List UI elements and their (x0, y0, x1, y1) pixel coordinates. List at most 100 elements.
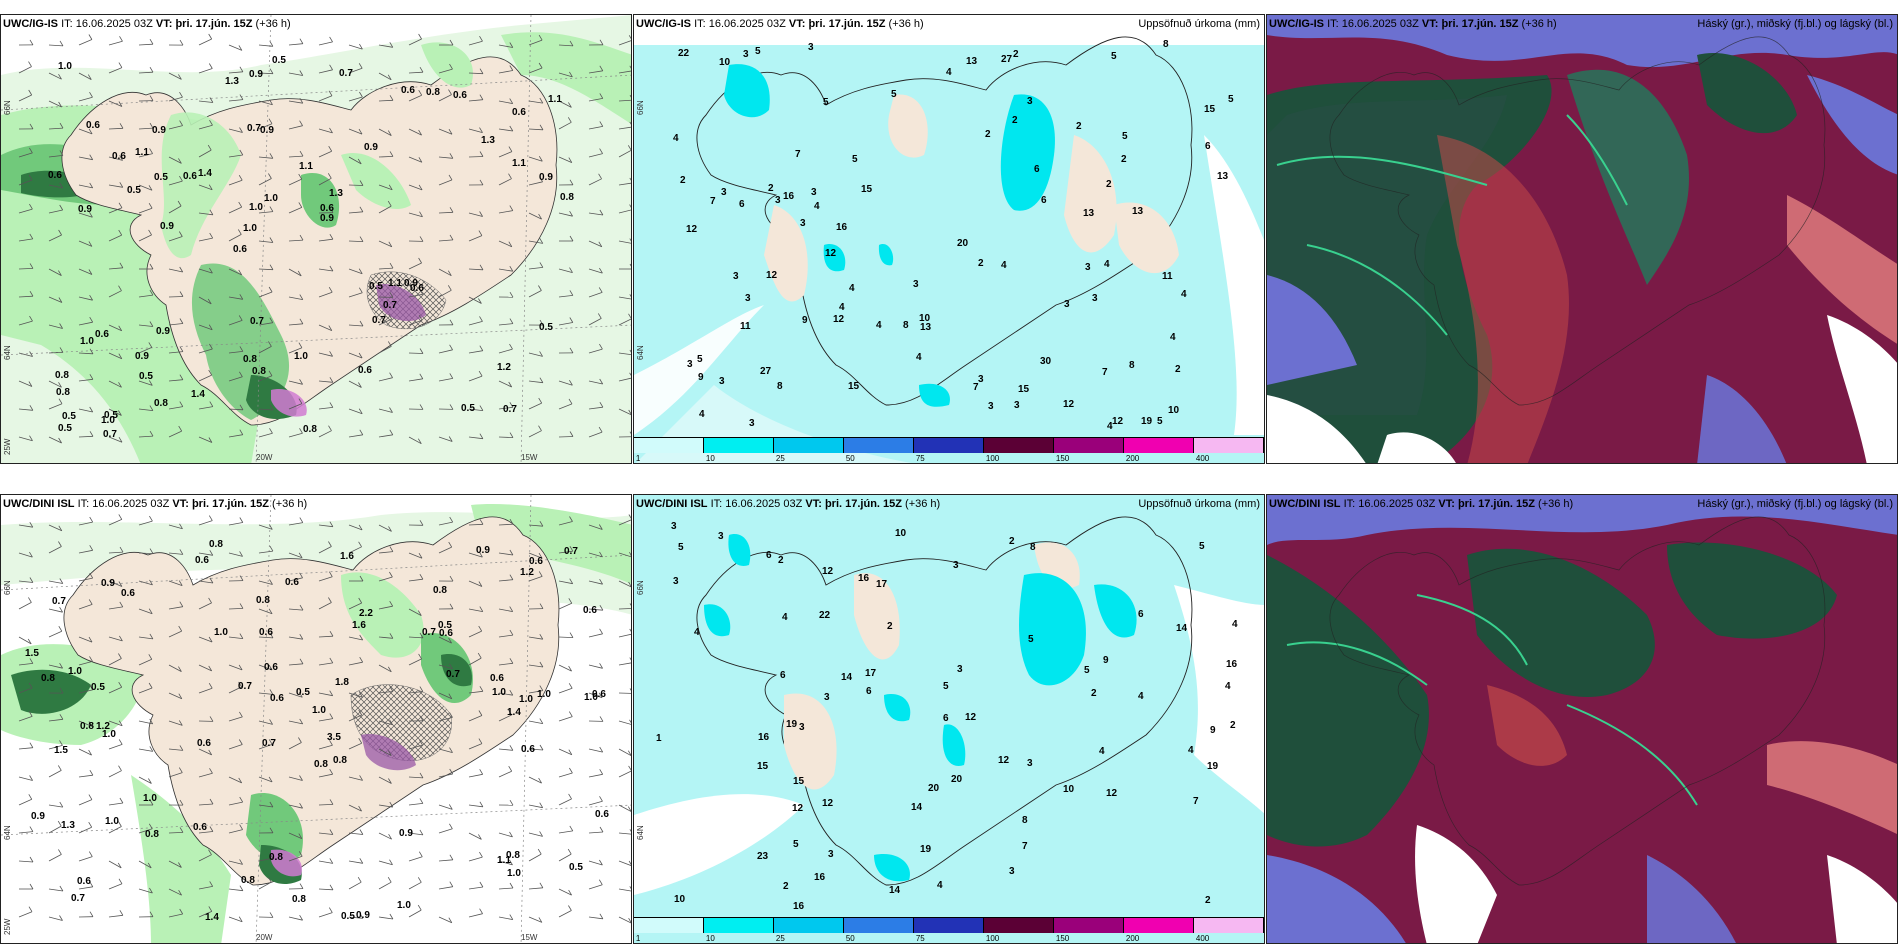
wind-barb (588, 348, 603, 354)
map-value-label: 3 (957, 664, 963, 675)
wind-barb-feather (539, 661, 544, 668)
map-value-label: 5 (891, 89, 897, 100)
wind-barb (438, 179, 453, 186)
wind-barb (318, 635, 334, 638)
wind-barb-feather (419, 404, 424, 410)
wind-barb (168, 524, 183, 530)
wind-barb-feather (479, 881, 484, 888)
wind-barb-feather (149, 38, 154, 45)
map-value-label: 0.5 (272, 55, 286, 66)
wind-barb-feather (178, 767, 183, 773)
wind-barb (378, 576, 393, 582)
map-value-label: 0.6 (358, 365, 372, 376)
wind-barb (138, 234, 152, 242)
wind-barb (228, 916, 243, 923)
colorbar-legend: 1 10 25 50 75 100 150 200 400 (634, 917, 1264, 943)
wind-barb (438, 521, 453, 526)
wind-barb (168, 236, 183, 242)
wind-barb (228, 206, 242, 214)
wind-barb-feather (387, 130, 392, 136)
wind-barb-feather (149, 95, 154, 101)
wind-barb (378, 318, 392, 326)
wind-barb-feather (328, 907, 333, 913)
wind-barb-feather (538, 34, 543, 41)
wind-barb (18, 663, 33, 666)
wind-barb-feather (268, 370, 273, 377)
wind-barb (168, 268, 183, 273)
wind-barb (318, 832, 333, 835)
wind-barb-feather (479, 264, 484, 271)
wind-barb (48, 184, 63, 189)
wind-barb-feather (599, 746, 604, 753)
wind-barb-feather (329, 233, 334, 240)
panel-igis-precip-wind: UWC/IG-IS IT: 16.06.2025 03Z VT: þri. 17… (0, 14, 632, 464)
wind-barb-feather (58, 229, 62, 236)
wind-barb (528, 430, 542, 438)
wind-barb (48, 100, 62, 108)
wind-barb-feather (568, 749, 573, 755)
wind-barb-feather (239, 711, 243, 718)
wind-barb-feather (629, 94, 631, 98)
wind-barb (288, 742, 302, 750)
wind-barb-feather (268, 664, 273, 671)
wind-barb (438, 748, 453, 753)
wind-barb (468, 886, 483, 890)
wind-barb-feather (629, 431, 631, 435)
wind-barb (78, 856, 93, 862)
wind-barb-feather (599, 39, 604, 46)
wind-barb (78, 720, 93, 727)
map-value-label: 0.6 (592, 689, 606, 700)
wind-barb-feather (29, 39, 34, 46)
wind-barb-feather (387, 74, 392, 81)
map-value-label: 17 (876, 579, 888, 590)
wind-barb-feather (119, 262, 124, 269)
wind-barb-feather (358, 709, 363, 716)
wind-barb (498, 692, 513, 696)
wind-barb-feather (29, 658, 34, 664)
wind-barb (588, 633, 603, 638)
map-value-label: 1.0 (68, 666, 82, 677)
lat-label-64n: 64N (636, 345, 645, 360)
wind-barb-feather (28, 61, 32, 67)
wind-barb-feather (239, 294, 244, 300)
wind-barb (18, 776, 33, 781)
map-value-label: 0.6 (259, 627, 273, 638)
wind-barb-feather (509, 574, 514, 580)
wind-barb-feather (209, 343, 213, 350)
wind-barb-feather (299, 294, 304, 300)
wind-barb (618, 860, 631, 867)
wind-barb-feather (419, 211, 423, 217)
wind-barb (258, 44, 273, 47)
wind-barb (228, 716, 243, 722)
map-value-label: 10 (895, 528, 907, 539)
legend-tick-label: 400 (1195, 454, 1210, 463)
wind-barb (378, 551, 393, 554)
map-value-label: 0.7 (238, 681, 252, 692)
legend-swatch (984, 438, 1054, 453)
wind-barb-feather (389, 801, 394, 808)
wind-barb-feather (268, 739, 273, 745)
map-value-label: 4 (1104, 259, 1110, 270)
wind-barb-feather (209, 119, 213, 126)
wind-barb-feather (87, 74, 92, 80)
wind-barb-feather (598, 524, 603, 530)
wind-barb-feather (179, 523, 183, 530)
wind-barb-feather (567, 848, 572, 855)
wind-barb-feather (208, 749, 213, 756)
wind-barb (108, 207, 123, 214)
wind-barb-feather (628, 917, 631, 923)
map-value-label: 16 (793, 901, 805, 912)
map-value-label: 5 (793, 839, 799, 850)
wind-barb (588, 153, 603, 158)
wind-barb-feather (208, 682, 213, 689)
wind-barb (528, 664, 543, 668)
wind-barb (168, 748, 183, 751)
wind-barb (198, 149, 212, 158)
wind-barb (108, 408, 122, 416)
wind-barb-feather (89, 316, 94, 323)
wind-barb-feather (149, 718, 154, 725)
map-value-label: 1.1 (135, 147, 149, 158)
lon-label-15w: 15W (521, 933, 538, 942)
wind-barb-feather (29, 147, 33, 154)
wind-barb-feather (209, 97, 214, 103)
